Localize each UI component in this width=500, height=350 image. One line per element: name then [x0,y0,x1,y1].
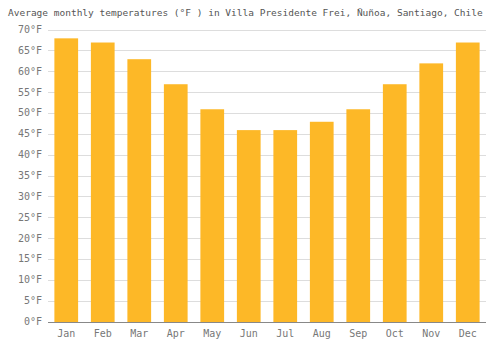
x-tick-label: Aug [313,328,331,339]
y-tick-label: 20°F [18,233,42,244]
x-tick-label: Oct [386,328,404,339]
x-tick-label: Sep [349,328,367,339]
y-tick-label: 60°F [18,66,42,77]
y-tick-label: 65°F [18,45,42,56]
bar [456,43,480,322]
y-tick-label: 25°F [18,212,42,223]
y-tick-label: 70°F [18,24,42,35]
bar [54,38,78,322]
x-tick-label: Jun [240,328,258,339]
x-tick-label: May [203,328,221,339]
x-tick-label: Feb [94,328,112,339]
y-axis: 0°F 5°F 10°F 15°F 20°F 25°F 30°F 35°F 40°F 45°F 50… [18,24,42,327]
x-tick-label: Jan [57,328,75,339]
title: Average monthly temperatures (°F ) in Vi… [8,7,483,18]
bar [419,63,443,322]
y-tick-label: 5°F [24,295,42,306]
bar [310,122,334,322]
x-tick-label: Dec [459,328,477,339]
y-tick-label: 55°F [18,87,42,98]
chart-container: 0°F 5°F 10°F 15°F 20°F 25°F 30°F 35°F 40°F 45°F 50… [0,0,500,350]
bar [383,84,407,322]
bar [200,109,224,322]
y-tick-label: 50°F [18,107,42,118]
bar [237,130,261,322]
bars [54,38,479,322]
chart: 0°F 5°F 10°F 15°F 20°F 25°F 30°F 35°F 40°F 45°F 50… [0,0,500,350]
bar [127,59,151,322]
x-tick-label: Mar [130,328,148,339]
grid-line [48,322,486,323]
bar [346,109,370,322]
y-tick-label: 15°F [18,253,42,264]
grid [48,30,486,322]
y-tick-label: 0°F [24,316,42,327]
y-tick-label: 30°F [18,191,42,202]
x-tick-label: Apr [167,328,185,339]
y-tick-label: 40°F [18,149,42,160]
y-tick-label: 45°F [18,128,42,139]
y-tick-label: 10°F [18,274,42,285]
bar [91,43,115,322]
bar [273,130,297,322]
x-tick-label: Nov [422,328,440,339]
grid-line [48,30,486,31]
x-axis-line [48,322,486,323]
y-tick-label: 35°F [18,170,42,181]
x-axis: Jan Feb Mar Apr May Jun Jul Aug Sep Oct Nov Dec [48,322,486,339]
bar [164,84,188,322]
x-tick-label: Jul [276,328,294,339]
